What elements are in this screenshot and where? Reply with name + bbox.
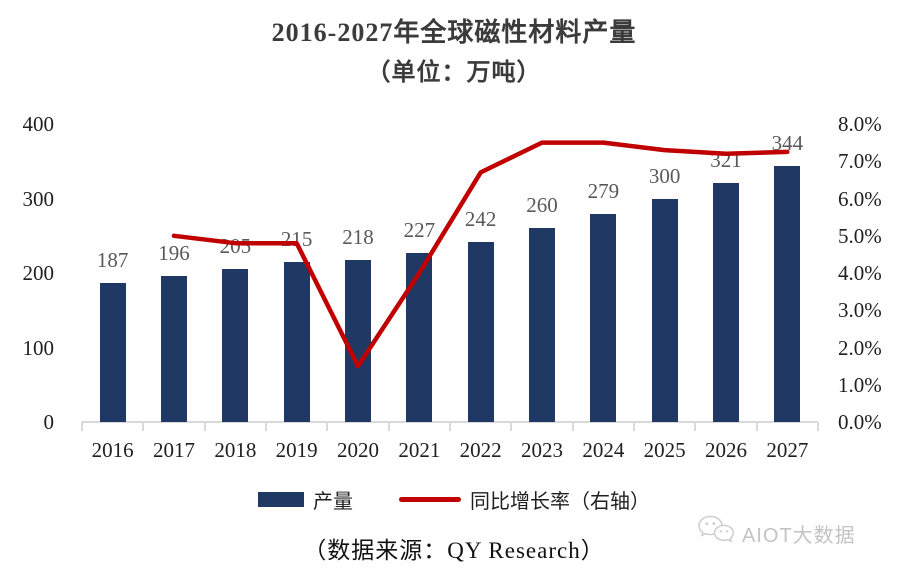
y-axis-right-tick-6: 6.0% bbox=[838, 186, 882, 211]
bar-2021 bbox=[406, 252, 433, 422]
bar-2026 bbox=[713, 182, 739, 422]
growth-line-swatch bbox=[399, 497, 461, 502]
y-axis-left-tick-100: 100 bbox=[22, 335, 55, 360]
x-axis-label-2023: 2023 bbox=[521, 438, 563, 462]
bar-label-2027: 344 bbox=[771, 130, 804, 155]
x-axis-label-2017: 2017 bbox=[153, 438, 195, 462]
x-axis-tick bbox=[633, 422, 635, 431]
watermark-label: AIOT大数据 bbox=[742, 525, 856, 547]
y-axis-left-tick-200: 200 bbox=[22, 261, 55, 285]
y-axis-right-tick-7: 7.0% bbox=[838, 149, 882, 174]
x-axis-tick bbox=[755, 422, 758, 431]
chart-legend: 产量 同比增长率（右轴） bbox=[0, 485, 908, 514]
wechat-icon bbox=[696, 513, 736, 554]
x-axis-label-2016: 2016 bbox=[91, 438, 134, 462]
chart-title: 2016-2027年全球磁性材料产量 bbox=[271, 18, 637, 47]
x-axis-tick bbox=[203, 422, 206, 431]
x-axis-label-2022: 2022 bbox=[459, 438, 502, 462]
bar-label-2026: 321 bbox=[710, 147, 742, 172]
x-axis-label-2019: 2019 bbox=[275, 438, 318, 462]
x-axis-tick bbox=[326, 422, 329, 431]
bar-2020 bbox=[345, 259, 371, 422]
data-source-note: （数据来源：QY Research） bbox=[303, 538, 605, 563]
chart-subtitle: （单位：万吨） bbox=[366, 60, 542, 86]
x-axis-tick bbox=[817, 422, 819, 431]
y-axis-right-tick-3: 3.0% bbox=[838, 298, 882, 323]
bar-2022 bbox=[467, 241, 494, 422]
y-axis-right-tick-5: 5.0% bbox=[838, 223, 882, 248]
x-axis-tick bbox=[265, 422, 267, 431]
bar-2027 bbox=[774, 165, 801, 422]
bar-2023 bbox=[529, 228, 555, 422]
y-axis-right-tick-2: 2.0% bbox=[838, 335, 882, 360]
x-axis-label-2021: 2021 bbox=[398, 438, 441, 462]
x-axis-label-2018: 2018 bbox=[214, 438, 257, 462]
bar-2017 bbox=[161, 275, 187, 422]
bar-label-2017: 196 bbox=[158, 240, 190, 265]
x-axis-label-2020: 2020 bbox=[337, 438, 379, 462]
legend-label-production: 产量 bbox=[313, 491, 353, 513]
y-axis-left-tick-0: 0 bbox=[43, 410, 55, 434]
x-axis-label-2024: 2024 bbox=[582, 438, 625, 462]
bar-label-2019: 215 bbox=[280, 226, 313, 251]
bar-label-2021: 227 bbox=[403, 217, 436, 242]
bar-2024 bbox=[590, 214, 617, 422]
watermark: AIOT大数据 bbox=[696, 513, 856, 554]
bar-label-2022: 242 bbox=[464, 206, 497, 231]
bar-2019 bbox=[283, 261, 310, 422]
y-axis-right-tick-1: 1.0% bbox=[838, 372, 882, 397]
legend-item-growth: 同比增长率（右轴） bbox=[399, 485, 650, 514]
y-axis-right-tick-8: 8.0% bbox=[838, 112, 882, 136]
x-axis-label-2026: 2026 bbox=[705, 438, 747, 462]
bar-2025 bbox=[651, 198, 678, 422]
x-axis-label-2027: 2027 bbox=[766, 438, 809, 462]
bar-label-2025: 300 bbox=[648, 163, 681, 188]
bar-label-2024: 279 bbox=[587, 179, 620, 204]
bar-label-2020: 218 bbox=[342, 224, 374, 249]
y-axis-right-tick-0: 0.0% bbox=[838, 410, 882, 434]
legend-item-production: 产量 bbox=[258, 485, 353, 514]
bar-label-2016: 187 bbox=[96, 247, 129, 272]
y-axis-left-tick-400: 400 bbox=[22, 112, 55, 136]
x-axis-tick bbox=[694, 422, 697, 431]
bar-2018 bbox=[222, 269, 249, 422]
production-bar-swatch bbox=[258, 492, 304, 507]
x-axis-tick bbox=[449, 422, 451, 431]
bar-2016 bbox=[99, 282, 126, 422]
bar-label-2018: 205 bbox=[219, 234, 252, 259]
x-axis-tick bbox=[142, 422, 145, 431]
x-axis-tick bbox=[571, 422, 574, 431]
y-axis-left-tick-300: 300 bbox=[22, 186, 55, 211]
legend-label-growth: 同比增长率（右轴） bbox=[470, 491, 650, 513]
x-axis-tick bbox=[387, 422, 390, 431]
x-axis-tick bbox=[510, 422, 513, 431]
y-axis-right-tick-4: 4.0% bbox=[838, 261, 882, 285]
x-axis-tick bbox=[81, 422, 83, 431]
x-axis-label-2025: 2025 bbox=[643, 438, 686, 462]
bar-label-2023: 260 bbox=[526, 193, 558, 218]
